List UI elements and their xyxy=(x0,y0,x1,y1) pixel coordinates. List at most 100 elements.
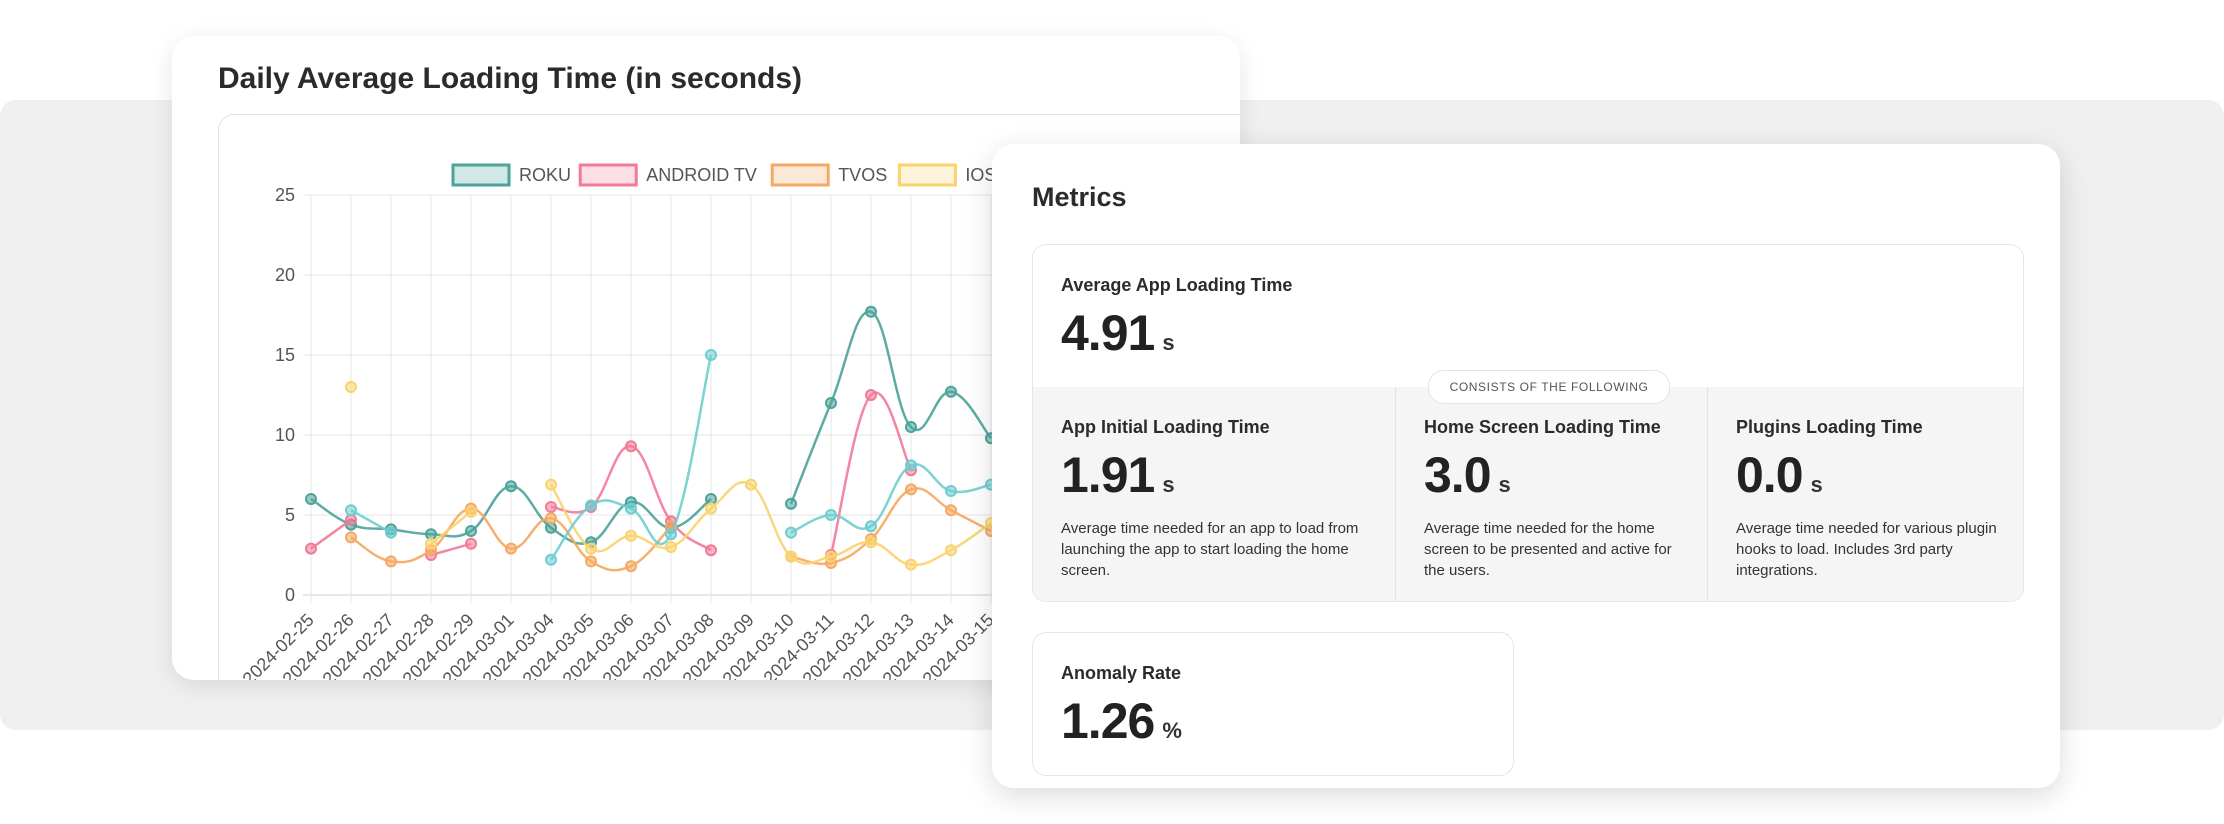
data-point xyxy=(385,526,397,539)
series-line xyxy=(310,518,352,550)
y-tick-label: 0 xyxy=(285,585,295,605)
metrics-card: Metrics Average App Loading Time 4.91 s … xyxy=(992,144,2060,788)
consists-of-badge: CONSISTS OF THE FOLLOWING xyxy=(1428,370,1670,404)
y-tick-label: 10 xyxy=(275,425,295,445)
metric-unit: s xyxy=(1810,472,1823,497)
data-point xyxy=(865,536,877,549)
legend-label: ANDROID TV xyxy=(646,165,757,185)
average-loading-time: Average App Loading Time 4.91 s xyxy=(1061,275,1292,362)
data-point xyxy=(825,509,837,521)
data-point xyxy=(705,502,717,515)
metric-value: 4.91 xyxy=(1061,305,1155,361)
metric-value: 1.91 xyxy=(1061,447,1155,503)
data-point xyxy=(625,502,637,515)
data-point xyxy=(705,349,717,361)
data-point xyxy=(625,560,637,573)
data-point xyxy=(465,505,477,518)
data-point xyxy=(865,520,877,533)
legend-label: TVOS xyxy=(838,165,887,185)
data-point xyxy=(345,504,357,517)
data-point xyxy=(945,504,957,517)
data-point xyxy=(585,555,597,568)
data-point xyxy=(425,537,437,550)
data-point xyxy=(865,305,877,318)
data-point xyxy=(865,389,877,401)
metric-unit: s xyxy=(1162,330,1175,355)
data-point xyxy=(905,421,917,433)
data-point xyxy=(665,528,677,541)
data-point xyxy=(505,542,517,555)
data-point xyxy=(785,497,797,510)
legend-swatch xyxy=(770,163,830,187)
data-point xyxy=(345,531,357,544)
data-point xyxy=(465,525,477,537)
data-point xyxy=(905,459,917,472)
data-point xyxy=(345,381,357,393)
metric-label: Anomaly Rate xyxy=(1061,663,1182,683)
metric-label: Home Screen Loading Time xyxy=(1424,417,1661,437)
legend-swatch xyxy=(578,163,638,187)
data-point xyxy=(505,480,517,493)
legend-label: ROKU xyxy=(519,165,571,185)
app-initial-loading-time: App Initial Loading Time 1.91 s Average … xyxy=(1033,387,1395,601)
metric-unit: s xyxy=(1162,472,1175,497)
metric-description: Average time needed for the home screen … xyxy=(1424,520,1672,579)
data-point xyxy=(585,542,597,555)
metrics-title: Metrics xyxy=(1032,182,1127,212)
data-point xyxy=(825,397,837,409)
data-point xyxy=(625,529,637,542)
series-line xyxy=(549,481,992,567)
metric-label: Average App Loading Time xyxy=(1061,275,1293,295)
metric-label: App Initial Loading Time xyxy=(1061,417,1270,437)
data-point xyxy=(385,555,397,568)
series-line xyxy=(430,510,472,545)
metric-value: 3.0 xyxy=(1424,447,1492,503)
data-point xyxy=(425,528,437,541)
plugins-loading-time: Plugins Loading Time 0.0 s Average time … xyxy=(1707,387,2023,601)
data-point xyxy=(745,478,757,491)
y-tick-label: 15 xyxy=(275,345,295,365)
metric-label: Plugins Loading Time xyxy=(1736,417,1923,437)
metric-unit: % xyxy=(1162,718,1182,743)
line-chart: 05101520252024-02-252024-02-262024-02-27… xyxy=(239,163,1031,680)
anomaly-rate-panel: Anomaly Rate 1.26 % xyxy=(1032,632,1514,776)
series-line xyxy=(549,354,713,561)
legend-swatch xyxy=(897,163,957,187)
data-point xyxy=(625,440,637,453)
data-point xyxy=(945,485,957,497)
series-line xyxy=(789,310,992,505)
data-point xyxy=(545,512,557,525)
metric-description: Average time needed for various plugin h… xyxy=(1736,520,1997,579)
data-point xyxy=(345,513,357,526)
data-point xyxy=(785,526,797,539)
data-point xyxy=(945,385,957,398)
metric-value: 0.0 xyxy=(1736,447,1804,503)
data-point xyxy=(545,478,557,491)
data-point xyxy=(905,558,917,571)
y-tick-label: 20 xyxy=(275,265,295,285)
chart-title: Daily Average Loading Time (in seconds) xyxy=(218,62,803,95)
metric-description: Average time needed for an app to load f… xyxy=(1061,520,1359,579)
home-screen-loading-time: Home Screen Loading Time 3.0 s Average t… xyxy=(1395,387,1707,601)
data-point xyxy=(545,553,557,566)
data-point xyxy=(945,544,957,557)
y-tick-label: 25 xyxy=(275,185,295,205)
data-point xyxy=(305,493,317,505)
average-loading-time-panel: Average App Loading Time 4.91 s App Init… xyxy=(1032,244,2024,602)
data-point xyxy=(545,501,557,513)
data-point xyxy=(545,521,557,534)
data-point xyxy=(665,541,677,553)
metric-unit: s xyxy=(1498,472,1511,497)
legend-swatch xyxy=(451,163,511,187)
data-point xyxy=(585,499,597,512)
data-point xyxy=(705,544,717,557)
metric-breakdown-row: App Initial Loading Time 1.91 s Average … xyxy=(1033,387,2023,601)
y-tick-label: 5 xyxy=(285,505,295,525)
data-point xyxy=(305,542,317,555)
legend-label: IOS xyxy=(965,165,996,185)
metric-value: 1.26 xyxy=(1061,693,1155,749)
data-point xyxy=(905,483,917,496)
series-line xyxy=(790,463,992,534)
data-point xyxy=(465,537,477,550)
data-point xyxy=(825,550,837,563)
